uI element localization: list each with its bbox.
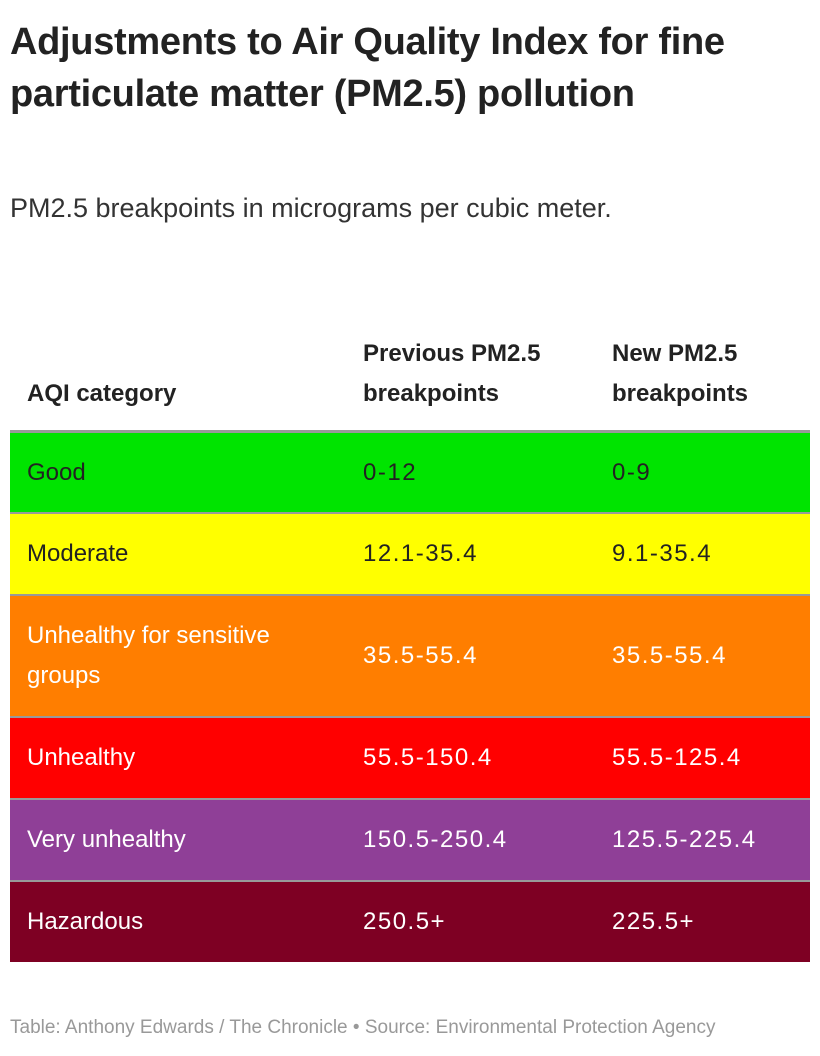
source-credit: Table: Anthony Edwards / The Chronicle •… <box>10 1017 716 1038</box>
category-cell: Very unhealthy <box>27 826 186 853</box>
column-header-new: New PM2.5 breakpoints <box>612 340 749 407</box>
new-breakpoint-cell: 125.5-225.4 <box>612 826 757 853</box>
category-cell: Good <box>27 458 86 486</box>
previous-breakpoint-cell: 35.5-55.4 <box>363 642 478 669</box>
previous-breakpoint-cell: 250.5+ <box>363 908 447 935</box>
table-header: AQI category Previous PM2.5 breakpoints … <box>10 296 810 433</box>
table-body: Good 0-12 0-9 Moderate 12.1-35.4 9.1-35.… <box>10 433 810 962</box>
category-cell: Moderate <box>27 540 129 567</box>
column-header-category: AQI category <box>27 380 177 407</box>
table-row: Unhealthy 55.5-150.4 55.5-125.4 <box>10 718 810 800</box>
new-breakpoint-cell: 35.5-55.4 <box>612 642 727 669</box>
category-cell: Hazardous <box>27 908 144 935</box>
table-row: Unhealthy for sensitive groups 35.5-55.4… <box>10 596 810 718</box>
category-cell: Unhealthy for sensitive groups <box>27 622 270 689</box>
previous-breakpoint-cell: 0-12 <box>363 458 418 486</box>
column-header-previous: Previous PM2.5 breakpoints <box>363 340 541 407</box>
new-breakpoint-cell: 55.5-125.4 <box>612 744 742 771</box>
aqi-table: AQI category Previous PM2.5 breakpoints … <box>10 296 810 962</box>
table-row: Very unhealthy 150.5-250.4 125.5-225.4 <box>10 800 810 882</box>
previous-breakpoint-cell: 12.1-35.4 <box>363 540 478 567</box>
new-breakpoint-cell: 225.5+ <box>612 908 696 935</box>
category-cell: Unhealthy <box>27 744 136 771</box>
previous-breakpoint-cell: 55.5-150.4 <box>363 744 493 771</box>
new-breakpoint-cell: 0-9 <box>612 458 652 486</box>
table-row: Good 0-12 0-9 <box>10 433 810 514</box>
table-row: Hazardous 250.5+ 225.5+ <box>10 882 810 962</box>
new-breakpoint-cell: 9.1-35.4 <box>612 540 713 567</box>
previous-breakpoint-cell: 150.5-250.4 <box>363 826 508 853</box>
table-row: Moderate 12.1-35.4 9.1-35.4 <box>10 514 810 596</box>
page-subtitle: PM2.5 breakpoints in micrograms per cubi… <box>10 193 612 223</box>
page-title: Adjustments to Air Quality Index for fin… <box>10 21 725 115</box>
